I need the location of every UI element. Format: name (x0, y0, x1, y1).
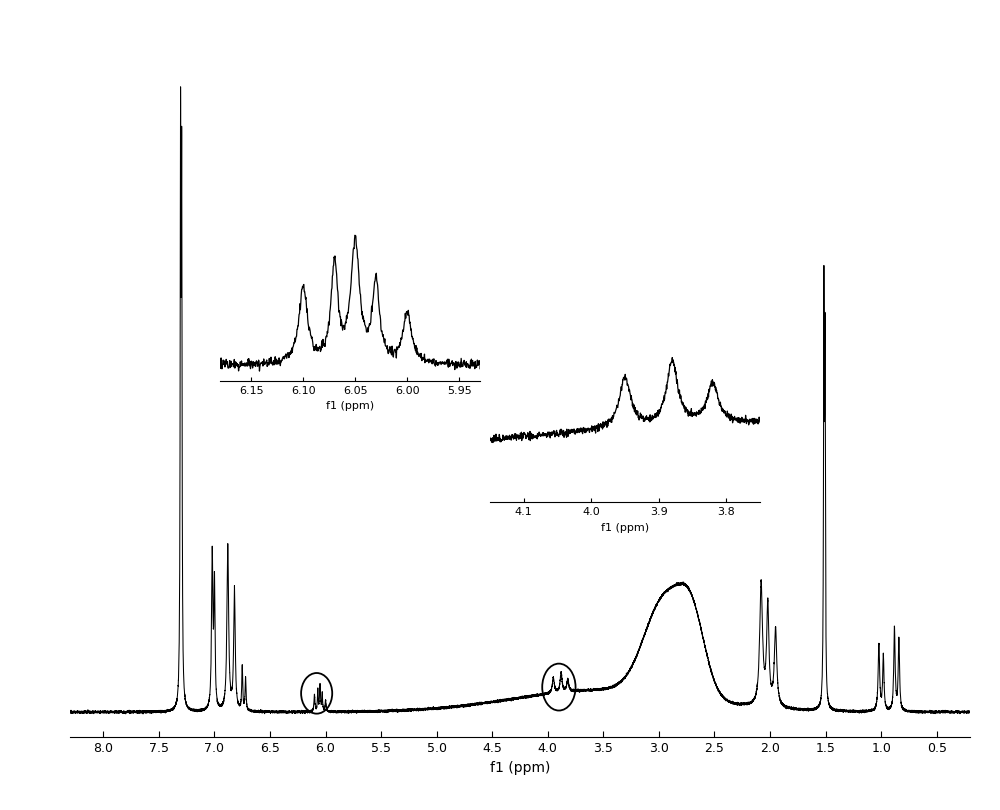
X-axis label: f1 (ppm): f1 (ppm) (490, 761, 550, 774)
X-axis label: f1 (ppm): f1 (ppm) (326, 401, 374, 411)
X-axis label: f1 (ppm): f1 (ppm) (601, 522, 649, 533)
